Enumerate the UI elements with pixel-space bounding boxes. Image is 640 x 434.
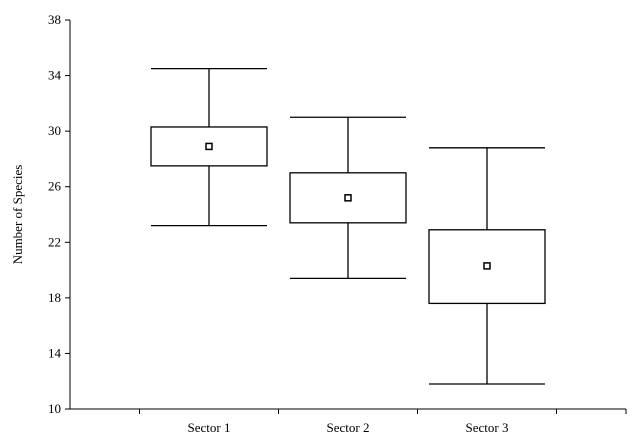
y-tick-label: 26 [48,179,62,194]
y-tick-label: 22 [48,234,61,249]
y-tick-label: 10 [48,401,61,416]
mean-marker [483,262,491,270]
x-tick-label: Sector 2 [327,420,370,434]
y-tick-label: 14 [48,345,62,360]
x-tick-label: Sector 1 [188,420,231,434]
y-axis: 10 14 18 22 26 30 34 38 [48,12,71,416]
y-tick-label: 34 [48,68,62,83]
y-tick-label: 18 [48,290,61,305]
mean-marker [344,194,352,202]
x-tick-label: Sector 3 [466,420,509,434]
box-group [150,67,268,227]
y-axis-label: Number of Species [10,165,25,265]
x-axis: Sector 1 Sector 2 Sector 3 [70,408,627,434]
y-tick-label: 30 [48,123,61,138]
mean-marker [205,142,213,151]
y-tick-label: 38 [48,12,61,27]
box-group [428,147,546,385]
box-series [150,67,546,385]
box-group [289,116,407,280]
